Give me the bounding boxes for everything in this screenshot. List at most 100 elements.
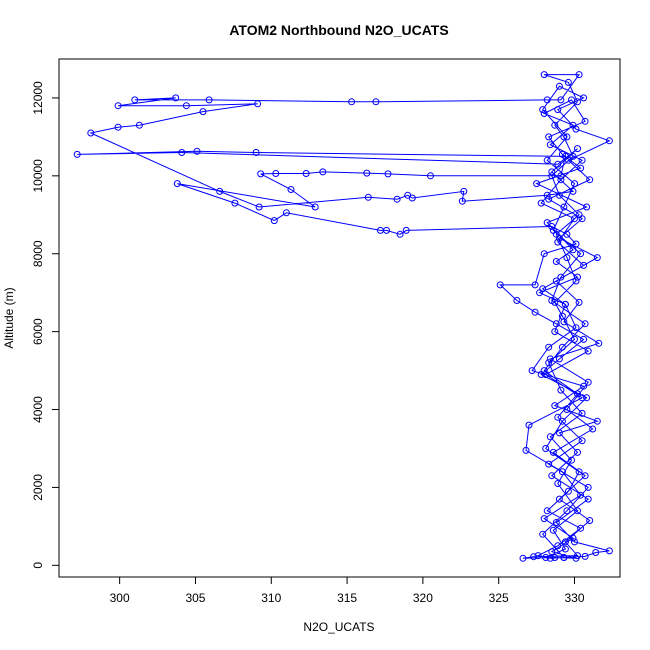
data-point	[525, 421, 533, 429]
series-line	[77, 74, 611, 559]
data-point	[558, 468, 566, 476]
data-point	[548, 548, 556, 556]
data-point	[540, 71, 548, 79]
data-point	[87, 129, 95, 137]
data-point	[363, 169, 371, 177]
data-point	[311, 203, 319, 211]
data-point	[564, 487, 572, 495]
data-point	[254, 100, 262, 108]
data-point	[557, 176, 565, 184]
data-point	[581, 320, 589, 328]
x-tick-label: 305	[185, 591, 205, 605]
data-point	[542, 445, 550, 452]
data-point	[552, 519, 560, 526]
data-point	[545, 460, 553, 468]
data-point	[563, 254, 571, 262]
data-point	[549, 226, 557, 234]
data-point	[551, 554, 559, 561]
data-point	[563, 230, 571, 238]
data-point	[545, 133, 553, 141]
data-point	[543, 96, 551, 104]
data-point	[577, 491, 585, 499]
data-point	[555, 82, 563, 90]
data-point	[574, 552, 581, 560]
data-point	[580, 382, 588, 390]
data-point	[575, 468, 583, 476]
data-point	[574, 273, 581, 281]
data-point	[302, 170, 310, 177]
data-point	[561, 545, 569, 553]
data-point	[460, 187, 468, 195]
data-point	[569, 152, 577, 160]
data-point	[584, 347, 592, 355]
data-point	[548, 223, 556, 230]
data-point	[568, 96, 575, 104]
data-point	[548, 297, 556, 304]
data-point	[580, 261, 588, 269]
data-point	[555, 234, 563, 242]
data-point	[563, 133, 571, 141]
data-point	[396, 230, 404, 238]
data-point	[572, 277, 580, 285]
chart-title: ATOM2 Northbound N2O_UCATS	[229, 22, 448, 38]
data-point	[572, 240, 580, 248]
data-point	[496, 281, 504, 289]
data-point	[554, 480, 562, 487]
data-point	[73, 150, 81, 158]
y-tick-label: 0	[31, 562, 45, 569]
plot-frame	[58, 58, 621, 578]
data-point	[528, 367, 536, 375]
data-point	[402, 226, 410, 234]
data-point	[255, 203, 263, 211]
y-tick-label: 8000	[31, 240, 45, 267]
data-point	[568, 456, 575, 464]
data-point	[578, 156, 586, 164]
data-point	[554, 106, 562, 114]
data-point	[577, 524, 585, 532]
x-tick-label: 315	[337, 591, 357, 605]
data-point	[543, 156, 551, 164]
data-point	[560, 133, 568, 141]
data-point	[564, 156, 572, 164]
data-point	[393, 195, 401, 203]
data-point	[543, 219, 551, 227]
data-point	[551, 121, 559, 129]
data-point	[593, 417, 601, 425]
data-point	[552, 258, 560, 265]
data-point	[548, 472, 556, 480]
data-point	[578, 437, 586, 445]
x-tick-label: 330	[564, 591, 584, 605]
data-point	[581, 552, 589, 560]
data-point	[560, 203, 568, 211]
data-point	[569, 187, 577, 195]
data-point	[555, 495, 563, 503]
data-point	[561, 300, 569, 308]
data-point	[372, 98, 380, 106]
data-point	[135, 121, 143, 129]
data-point	[530, 553, 538, 561]
data-point	[270, 217, 278, 225]
data-point	[551, 328, 559, 336]
data-point	[558, 150, 566, 158]
data-point	[540, 515, 548, 523]
data-point	[548, 168, 556, 176]
data-point	[542, 371, 550, 378]
data-point	[564, 78, 572, 86]
data-point	[114, 102, 122, 110]
data-point	[554, 413, 562, 421]
y-tick-label: 2000	[31, 474, 45, 501]
x-axis: 300 305 310 315 320 325 330	[110, 576, 585, 605]
data-point	[458, 197, 466, 205]
data-point	[540, 250, 548, 258]
data-point	[581, 117, 589, 125]
x-tick-label: 320	[413, 591, 433, 605]
data-point	[580, 94, 588, 102]
data-point	[216, 187, 224, 195]
data-point	[542, 554, 550, 561]
data-point	[583, 203, 591, 211]
data-point	[545, 359, 553, 367]
data-point	[539, 530, 547, 538]
data-point	[539, 285, 547, 293]
data-point	[578, 409, 586, 417]
data-point	[537, 199, 545, 207]
